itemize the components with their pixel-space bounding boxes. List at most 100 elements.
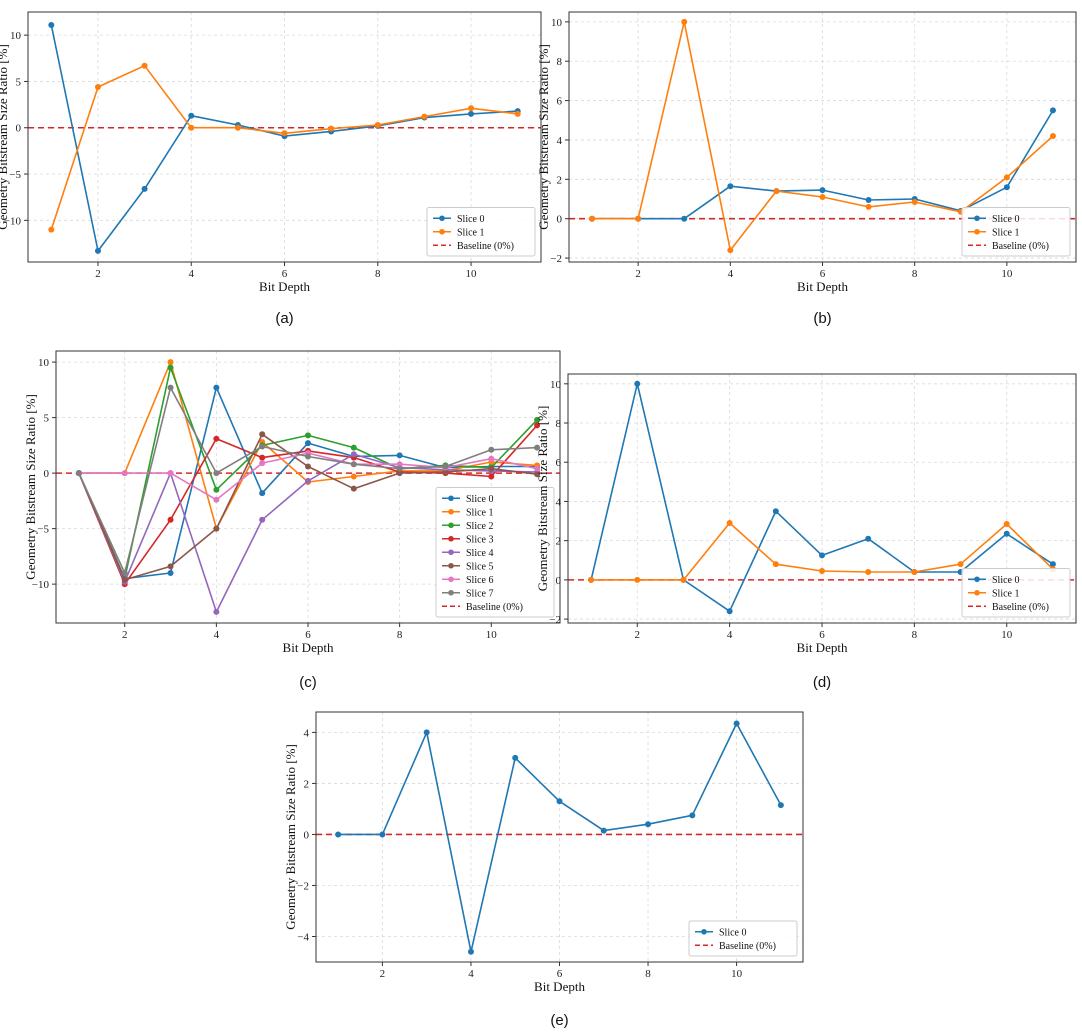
- x-tick-label: 2: [380, 968, 386, 980]
- y-tick-label: −10: [32, 579, 50, 591]
- legend-label: Slice 0: [992, 575, 1020, 586]
- data-point: [488, 465, 495, 472]
- data-point: [379, 831, 386, 838]
- legend-marker: [448, 576, 454, 583]
- data-point: [167, 570, 174, 577]
- data-point: [374, 121, 381, 128]
- y-axis-label: Geometry Bitstream Size Ratio [%]: [535, 406, 550, 592]
- data-point: [213, 435, 220, 442]
- data-point: [121, 470, 128, 477]
- y-tick-label: 10: [550, 379, 562, 391]
- y-tick-label: 4: [556, 496, 562, 508]
- data-point: [141, 185, 148, 192]
- x-tick-label: 4: [214, 629, 220, 641]
- data-point: [689, 812, 696, 819]
- legend-label: Slice 5: [466, 561, 494, 572]
- y-tick-label: 8: [557, 56, 563, 68]
- figure-caption: (c): [299, 674, 317, 691]
- x-tick-label: 2: [122, 629, 128, 641]
- data-point: [335, 831, 342, 838]
- data-point: [634, 380, 641, 387]
- data-point: [167, 364, 174, 371]
- data-point: [305, 463, 311, 470]
- x-tick-label: 4: [728, 268, 734, 280]
- data-point: [259, 443, 266, 450]
- legend-label: Slice 0: [457, 214, 485, 225]
- x-tick-label: 6: [820, 268, 826, 280]
- legend-label: Baseline (0%): [992, 602, 1049, 613]
- x-tick-label: 6: [557, 968, 563, 980]
- data-point: [213, 470, 220, 477]
- y-tick-label: 10: [38, 357, 50, 369]
- data-point: [121, 576, 128, 583]
- data-point: [213, 525, 220, 532]
- x-tick-label: 8: [645, 968, 651, 980]
- data-point: [396, 470, 403, 477]
- legend-box: [426, 207, 536, 257]
- data-point: [635, 215, 642, 222]
- y-tick-label: 10: [10, 30, 22, 42]
- data-point: [167, 563, 174, 570]
- data-point: [488, 446, 495, 453]
- data-point: [512, 754, 519, 761]
- data-point: [534, 465, 541, 472]
- y-tick-label: −10: [4, 215, 22, 227]
- data-point: [726, 520, 733, 527]
- data-point: [94, 84, 101, 90]
- data-point: [777, 802, 784, 809]
- data-point: [259, 490, 266, 497]
- data-point: [681, 215, 688, 222]
- data-point: [819, 194, 826, 201]
- y-tick-label: 6: [557, 96, 563, 108]
- y-tick-label: 2: [556, 536, 562, 548]
- plot-frame: [55, 350, 561, 624]
- data-point: [305, 432, 311, 439]
- legend-label: Slice 0: [992, 214, 1020, 225]
- plot-frame: [315, 711, 804, 963]
- x-tick-label: 10: [486, 629, 498, 641]
- data-point: [188, 112, 195, 119]
- data-point: [1003, 520, 1010, 527]
- y-tick-label: 5: [44, 413, 50, 425]
- data-point: [865, 196, 872, 203]
- x-tick-label: 4: [727, 629, 733, 641]
- x-tick-label: 8: [912, 629, 918, 641]
- legend-box: [961, 207, 1071, 257]
- y-tick-label: 2: [304, 778, 310, 790]
- data-point: [681, 18, 688, 25]
- data-point: [534, 471, 541, 478]
- x-tick-label: 2: [635, 268, 641, 280]
- data-point: [213, 608, 220, 615]
- x-tick-label: 6: [282, 268, 288, 280]
- legend-label: Slice 1: [457, 227, 485, 238]
- data-point: [305, 440, 311, 447]
- data-point: [259, 460, 266, 467]
- data-point: [467, 948, 474, 955]
- figure-caption: (b): [813, 310, 831, 327]
- data-point: [396, 452, 403, 459]
- data-point: [468, 110, 475, 117]
- data-point: [534, 416, 541, 423]
- legend-label: Baseline (0%): [466, 602, 523, 613]
- data-point: [1003, 530, 1010, 537]
- data-point: [468, 105, 475, 112]
- y-axis-label: Geometry Bitstream Size Ratio [%]: [283, 744, 298, 930]
- x-tick-label: 2: [95, 268, 101, 280]
- x-axis-label: Bit Depth: [259, 279, 310, 294]
- data-point: [350, 451, 357, 458]
- legend: Slice 0 Baseline (0%): [688, 920, 798, 957]
- data-point: [442, 469, 449, 476]
- data-point: [819, 568, 825, 575]
- legend-box: [688, 920, 798, 957]
- figure-caption: (e): [550, 1012, 568, 1029]
- figure-caption: (a): [275, 310, 293, 327]
- data-point: [259, 516, 266, 523]
- data-point: [48, 21, 55, 28]
- y-tick-label: 0: [304, 829, 310, 841]
- data-point: [680, 576, 687, 583]
- y-tick-label: 2: [557, 174, 563, 186]
- legend-marker: [448, 535, 454, 542]
- data-point: [488, 473, 495, 480]
- x-tick-label: 2: [635, 629, 641, 641]
- legend: Slice 0 Slice 1 Baseline (0%): [961, 568, 1071, 618]
